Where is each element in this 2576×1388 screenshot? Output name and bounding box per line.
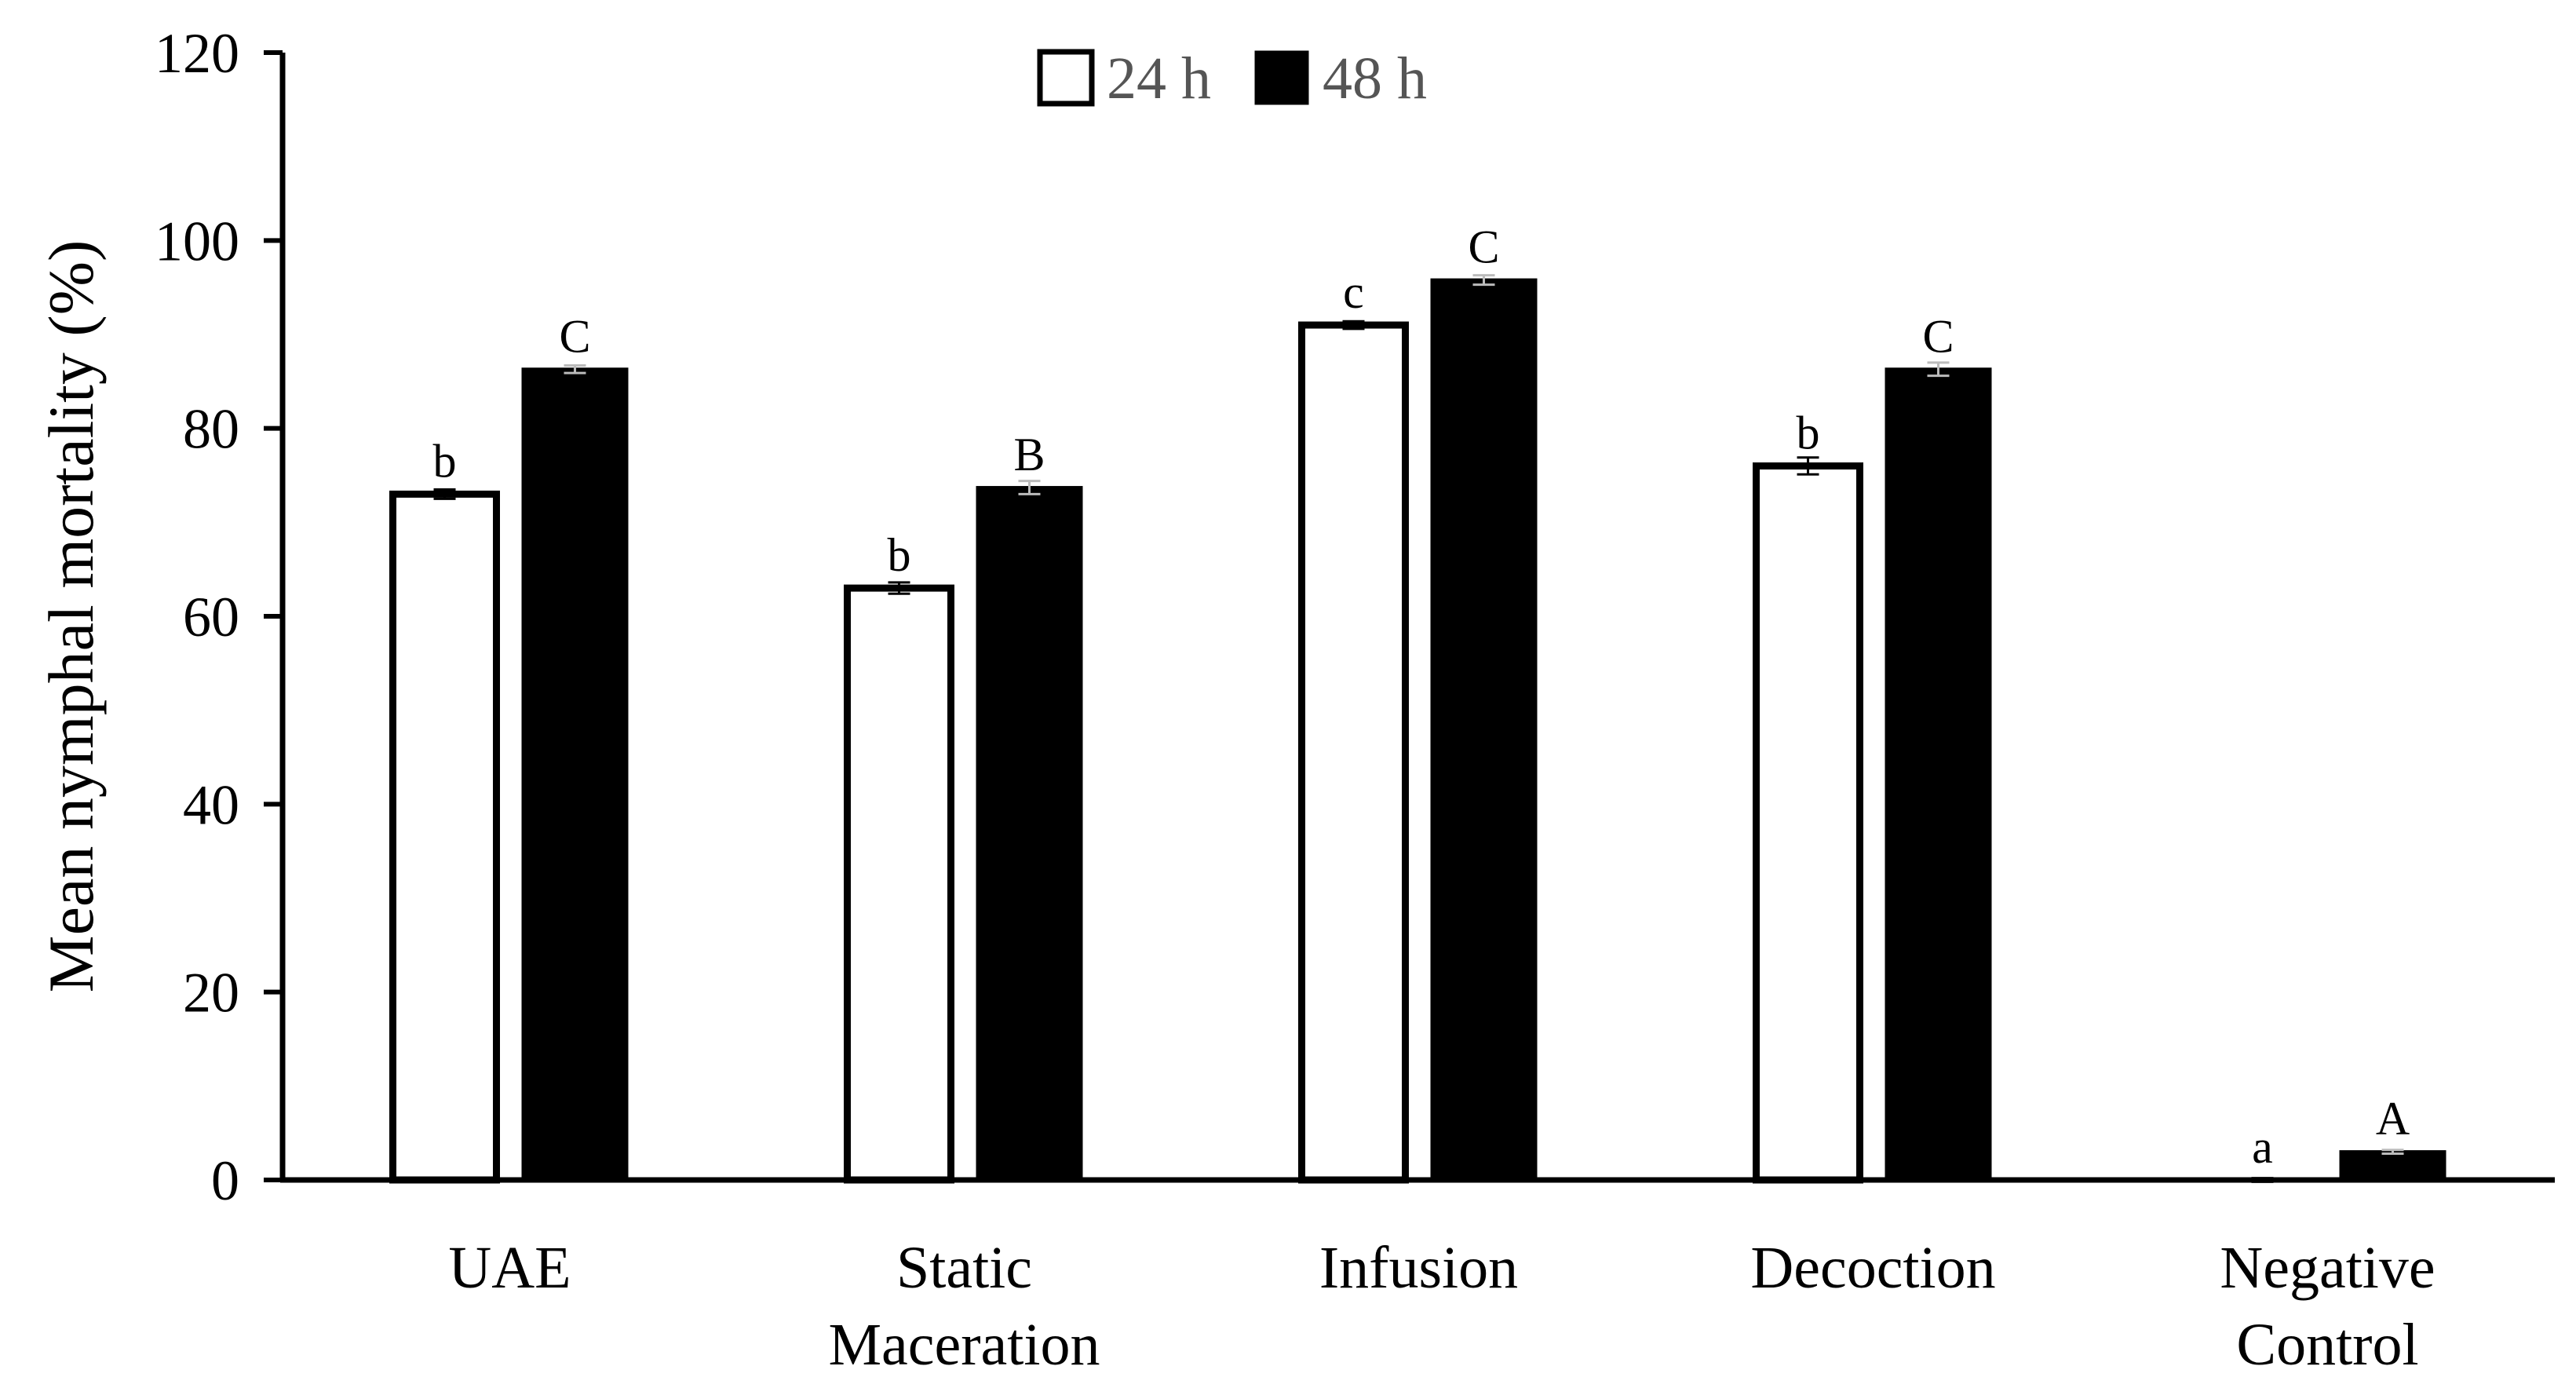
- bar: [844, 584, 954, 1184]
- bar: [521, 367, 629, 1182]
- bar: [2339, 1150, 2446, 1182]
- y-tick-label: 80: [183, 398, 239, 461]
- y-tick-label: 120: [155, 22, 239, 85]
- bar: [1298, 321, 1409, 1184]
- x-axis: UAE Static Maceration Infusion Decoction Nega…: [280, 1177, 2555, 1378]
- bar: [1430, 278, 1538, 1182]
- x-category-label: Maceration: [828, 1312, 1100, 1378]
- bar: [1885, 367, 1992, 1182]
- bar: [1753, 462, 1863, 1184]
- significance-label: C: [1468, 221, 1499, 273]
- significance-label: c: [1343, 266, 1364, 318]
- legend: 24 h 48 h: [1037, 46, 1427, 111]
- bar: [976, 486, 1083, 1182]
- y-axis: 0 20 40 60 80 100 120: [155, 22, 286, 1212]
- significance-label: b: [1797, 407, 1820, 459]
- legend-label: 24 h: [1107, 46, 1211, 111]
- x-category-label: Infusion: [1319, 1235, 1518, 1301]
- legend-swatch: [1037, 49, 1095, 107]
- significance-label: C: [1922, 310, 1954, 362]
- x-category-label: Static: [896, 1235, 1032, 1301]
- significance-label: b: [433, 435, 457, 487]
- significance-label: b: [888, 529, 911, 581]
- bar-series-group: b Cb Bc Cb Ca A: [389, 221, 2446, 1184]
- bar: [389, 490, 500, 1184]
- significance-label: a: [2252, 1121, 2273, 1173]
- x-category-label: UAE: [448, 1235, 571, 1301]
- y-tick-label: 20: [183, 962, 239, 1025]
- legend-swatch: [1254, 50, 1309, 105]
- y-tick-label: 60: [183, 586, 239, 648]
- x-category-label: Decoction: [1750, 1235, 1995, 1301]
- y-tick-label: 100: [155, 210, 239, 272]
- x-category-label: Control: [2236, 1312, 2418, 1378]
- significance-label: C: [559, 310, 590, 362]
- legend-label: 48 h: [1323, 46, 1427, 111]
- x-category-label: Negative: [2220, 1235, 2435, 1301]
- significance-label: A: [2376, 1093, 2410, 1145]
- y-tick-label: 40: [183, 773, 239, 836]
- y-tick-label: 0: [211, 1149, 239, 1212]
- y-axis-title: Mean nymphal mortality (%): [35, 240, 107, 993]
- significance-label: B: [1013, 429, 1045, 480]
